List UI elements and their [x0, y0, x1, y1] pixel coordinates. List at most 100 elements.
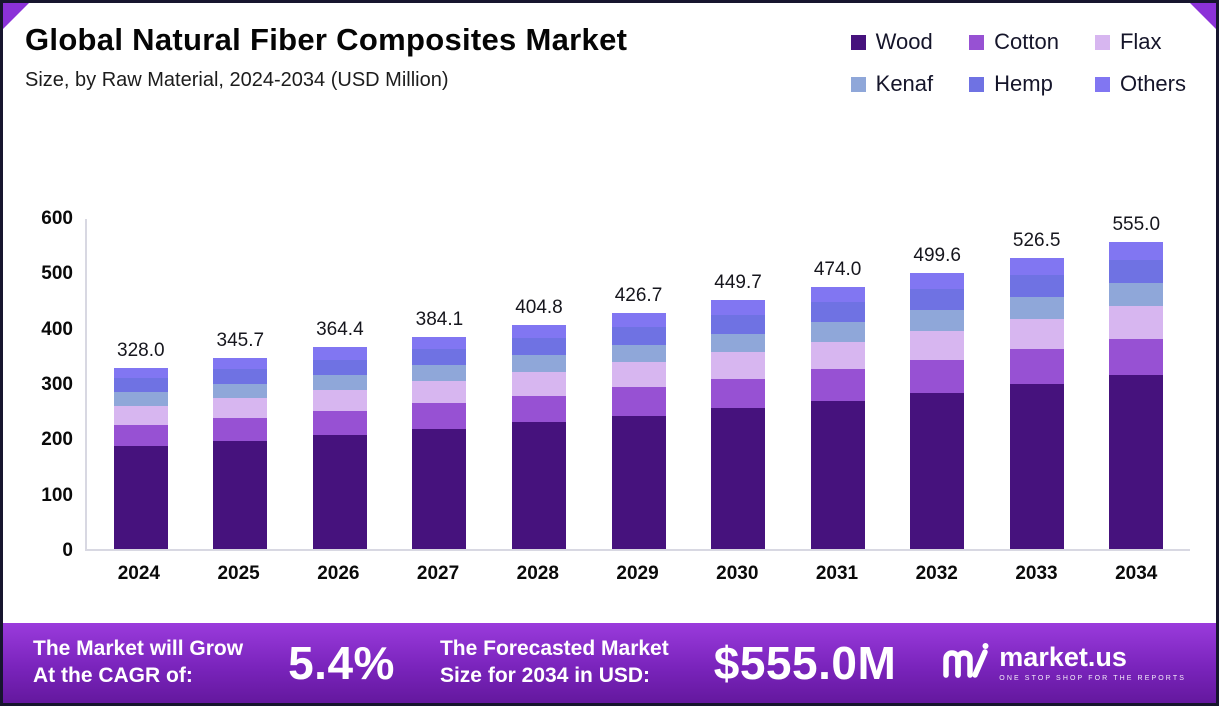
bar-segment-hemp: [1009, 275, 1064, 297]
bar-column-2025: 345.7: [191, 219, 291, 549]
y-tick-label: 300: [41, 374, 73, 395]
legend: Wood Cotton Flax Kenaf Hemp Others: [850, 21, 1186, 97]
bar-column-2027: 384.1: [390, 219, 490, 549]
bar-column-2031: 474.0: [788, 219, 888, 549]
legend-label-kenaf: Kenaf: [875, 71, 934, 96]
bar-segment-hemp: [412, 349, 467, 366]
cagr-label-line2: At the CAGR of:: [33, 664, 193, 687]
legend-label-hemp: Hemp: [994, 71, 1053, 96]
bar-segment-wood: [810, 400, 865, 549]
bar-stack: [810, 286, 865, 549]
bar-segment-others: [711, 300, 766, 316]
bar-segment-wood: [113, 446, 168, 549]
bar-segment-others: [1109, 241, 1164, 261]
bar-segment-flax: [910, 330, 965, 360]
bar-segment-kenaf: [1109, 283, 1164, 307]
header: Global Natural Fiber Composites Market S…: [3, 3, 1216, 97]
x-axis-label: 2029: [616, 563, 659, 584]
bar-segment-flax: [113, 405, 168, 425]
bar-segment-wood: [511, 422, 566, 549]
legend-item-others: Others: [1094, 71, 1186, 97]
x-axis: 2024 2025 2026 2027 2028 2029 2030 2031 2032 2033…: [85, 551, 1190, 585]
bar-total-label: 364.4: [316, 319, 364, 341]
bar-segment-hemp: [312, 359, 367, 375]
bar-segment-cotton: [213, 417, 268, 441]
legend-item-cotton: Cotton: [969, 29, 1059, 55]
bar-segment-flax: [1109, 306, 1164, 339]
bar-segment-cotton: [910, 359, 965, 393]
bar-column-2030: 449.7: [688, 219, 788, 549]
legend-label-flax: Flax: [1119, 29, 1162, 54]
bar-column-2032: 499.6: [887, 219, 987, 549]
brand-tagline: ONE STOP SHOP FOR THE REPORTS: [999, 675, 1186, 682]
legend-label-wood: Wood: [875, 29, 933, 54]
bar-total-label: 328.0: [117, 339, 165, 361]
legend-item-wood: Wood: [850, 29, 934, 55]
y-tick-label: 100: [41, 484, 73, 506]
bar-segment-wood: [312, 435, 367, 549]
bar-stack: [711, 300, 766, 549]
bar-segment-hemp: [611, 327, 666, 345]
bar-segment-others: [611, 312, 666, 328]
corner-accent-top-left: [3, 3, 29, 29]
forecast-label-line1: The Forecasted Market: [439, 637, 669, 661]
bar-segment-others: [412, 336, 467, 350]
x-axis-label: 2026: [317, 563, 360, 584]
cagr-label-line1: The Market will Grow: [33, 637, 244, 661]
corner-accent-top-right: [1190, 3, 1216, 29]
bar-stack: [1009, 257, 1064, 549]
bar-segment-others: [810, 286, 865, 303]
brand-block: market.us ONE STOP SHOP FOR THE REPORTS: [941, 642, 1186, 685]
bar-column-2034: 555.0: [1086, 214, 1186, 549]
brand-name: market.us: [999, 642, 1127, 672]
legend-item-hemp: Hemp: [969, 71, 1059, 97]
legend-swatch-cotton: [969, 34, 985, 50]
bar-segment-hemp: [113, 378, 168, 393]
bar-segment-others: [312, 347, 367, 360]
bar-segment-others: [511, 325, 566, 339]
bar-stack: [213, 357, 268, 549]
bar-column-2029: 426.7: [589, 219, 689, 549]
bar-segment-others: [113, 367, 168, 379]
bar-segment-cotton: [1109, 338, 1164, 376]
bar-segment-hemp: [213, 369, 268, 384]
bar-segment-hemp: [711, 315, 766, 334]
forecast-value: $555.0M: [713, 637, 897, 689]
bar-segment-wood: [412, 428, 467, 549]
bar-segment-wood: [1009, 384, 1064, 549]
legend-swatch-others: [1094, 76, 1110, 92]
y-tick-label: 400: [41, 318, 73, 340]
bar-column-2033: 526.5: [987, 219, 1087, 549]
page-title: Global Natural Fiber Composites Market: [25, 22, 628, 57]
bar-total-label: 449.7: [714, 272, 762, 294]
legend-swatch-flax: [1094, 34, 1110, 50]
bar-segment-cotton: [711, 378, 766, 409]
bar-segment-wood: [711, 408, 766, 549]
legend-label-cotton: Cotton: [994, 29, 1059, 54]
legend-label-others: Others: [1119, 71, 1186, 96]
legend-swatch-wood: [850, 34, 866, 50]
bar-segment-cotton: [1009, 349, 1064, 385]
plot-area: 328.0 345.7 364.4 384.1 404.8 426.7 449.7 474.0…: [85, 214, 1190, 551]
bar-segment-cotton: [412, 403, 467, 429]
bar-stack: [312, 347, 367, 549]
y-tick-label: 600: [41, 208, 73, 229]
x-axis-label: 2034: [1115, 563, 1158, 584]
x-axis-label: 2030: [716, 563, 759, 584]
bar-segment-hemp: [511, 338, 566, 356]
bar-segment-kenaf: [711, 333, 766, 353]
bar-total-label: 404.8: [515, 297, 563, 319]
bar-segment-flax: [213, 397, 268, 418]
bar-segment-kenaf: [113, 392, 168, 406]
bar-total-label: 426.7: [614, 284, 663, 306]
footer-banner: The Market will Grow At the CAGR of: 5.4…: [3, 623, 1216, 703]
y-tick-label: 0: [62, 540, 73, 561]
bar-total-label: 526.5: [1012, 229, 1061, 251]
bar-segment-others: [1009, 257, 1064, 276]
bar-segment-flax: [611, 362, 666, 388]
bar-total-label: 499.6: [913, 244, 961, 266]
bar-segment-others: [910, 272, 965, 290]
bar-segment-cotton: [113, 424, 168, 447]
x-axis-label: 2031: [815, 563, 859, 584]
